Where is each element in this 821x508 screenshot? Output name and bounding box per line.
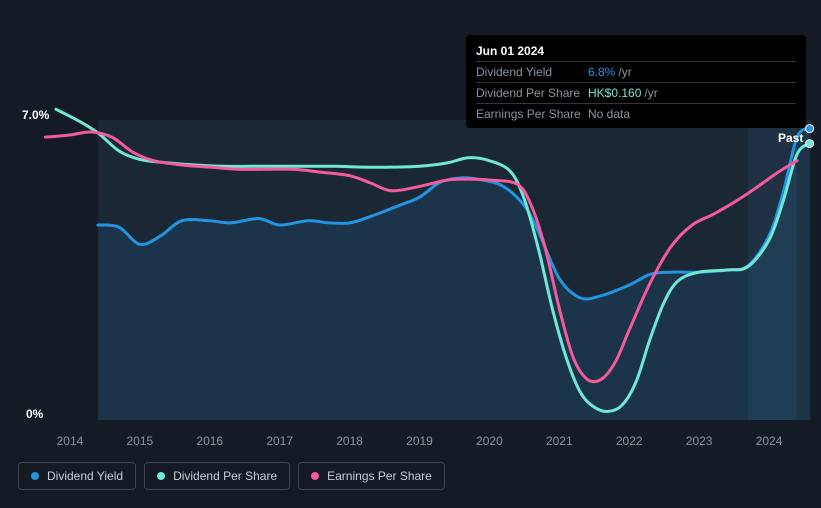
- series-marker-dividend_yield: [806, 125, 814, 133]
- tooltip-row-value: HK$0.160: [588, 86, 641, 100]
- tooltip-row-unit: /yr: [618, 65, 631, 79]
- tooltip-row-unit: /yr: [644, 86, 657, 100]
- chart-svg: [35, 120, 811, 420]
- tooltip-row-label: Dividend Per Share: [476, 86, 588, 100]
- x-tick: 2023: [686, 434, 713, 448]
- x-tick: 2019: [406, 434, 433, 448]
- x-tick: 2014: [57, 434, 84, 448]
- legend-dot-icon: [31, 472, 39, 480]
- legend-item-dividend_per_share[interactable]: Dividend Per Share: [144, 462, 290, 490]
- legend: Dividend Yield Dividend Per Share Earnings…: [18, 462, 445, 490]
- tooltip-date: Jun 01 2024: [476, 41, 796, 61]
- tooltip-row: Dividend Per ShareHK$0.160/yr: [476, 82, 796, 103]
- legend-item-earnings_per_share[interactable]: Earnings Per Share: [298, 462, 445, 490]
- legend-dot-icon: [157, 472, 165, 480]
- past-label: Past: [778, 131, 803, 145]
- legend-label: Dividend Yield: [47, 469, 123, 483]
- x-tick: 2022: [616, 434, 643, 448]
- tooltip-row-label: Earnings Per Share: [476, 107, 588, 121]
- x-tick: 2015: [127, 434, 154, 448]
- x-tick: 2021: [546, 434, 573, 448]
- series-marker-dividend_per_share: [806, 140, 814, 148]
- x-tick: 2024: [756, 434, 783, 448]
- tooltip-row: Earnings Per ShareNo data: [476, 103, 796, 124]
- x-tick: 2020: [476, 434, 503, 448]
- legend-label: Earnings Per Share: [327, 469, 432, 483]
- tooltip-row-value: 6.8%: [588, 65, 615, 79]
- chart-plot-area: [35, 120, 811, 420]
- legend-item-dividend_yield[interactable]: Dividend Yield: [18, 462, 136, 490]
- x-tick: 2018: [336, 434, 363, 448]
- tooltip-row-value: No data: [588, 107, 630, 121]
- tooltip-row: Dividend Yield6.8%/yr: [476, 61, 796, 82]
- tooltip-row-label: Dividend Yield: [476, 65, 588, 79]
- chart-tooltip: Jun 01 2024 Dividend Yield6.8%/yrDividen…: [466, 35, 806, 128]
- x-tick: 2017: [266, 434, 293, 448]
- legend-label: Dividend Per Share: [173, 469, 277, 483]
- x-tick: 2016: [196, 434, 223, 448]
- legend-dot-icon: [311, 472, 319, 480]
